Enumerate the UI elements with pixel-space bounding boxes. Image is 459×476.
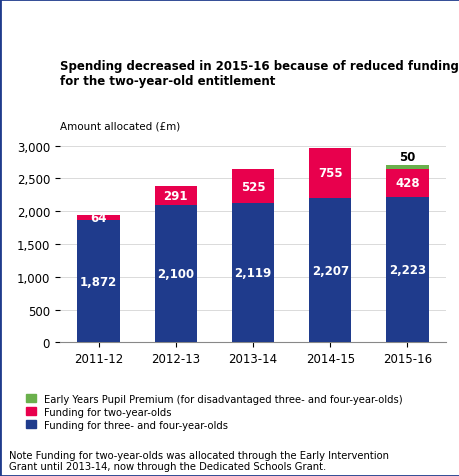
Text: Spending decreased in 2015-16 because of reduced funding
for the two-year-old en: Spending decreased in 2015-16 because of… (60, 60, 458, 88)
Bar (231, 204, 274, 343)
Text: 291: 291 (163, 189, 188, 202)
Text: 2,119: 2,119 (234, 267, 271, 280)
Bar (77, 220, 119, 343)
Bar (77, 216, 119, 220)
Text: 2,223: 2,223 (388, 264, 425, 277)
Text: Department allocations for childcare, 2011-12 to 2015-16: Department allocations for childcare, 20… (9, 14, 390, 27)
Bar (386, 169, 428, 197)
Bar (308, 198, 351, 343)
Text: 2,100: 2,100 (157, 268, 194, 280)
Text: 525: 525 (240, 180, 265, 193)
Text: 2,207: 2,207 (311, 264, 348, 277)
Text: Amount allocated (£m): Amount allocated (£m) (60, 121, 179, 131)
Text: 50: 50 (398, 151, 414, 164)
Text: Note Funding for two-year-olds was allocated through the Early Intervention
Gran: Note Funding for two-year-olds was alloc… (9, 450, 388, 471)
Text: 428: 428 (394, 177, 419, 190)
Bar (154, 205, 196, 343)
Bar (308, 149, 351, 198)
Text: 755: 755 (317, 167, 342, 180)
Text: 64: 64 (90, 212, 106, 225)
Bar (231, 169, 274, 204)
Bar (386, 197, 428, 343)
Text: 1,872: 1,872 (80, 275, 117, 288)
Bar (386, 166, 428, 169)
Legend: Early Years Pupil Premium (for disadvantaged three- and four-year-olds), Funding: Early Years Pupil Premium (for disadvant… (26, 394, 402, 430)
Bar (154, 186, 196, 205)
